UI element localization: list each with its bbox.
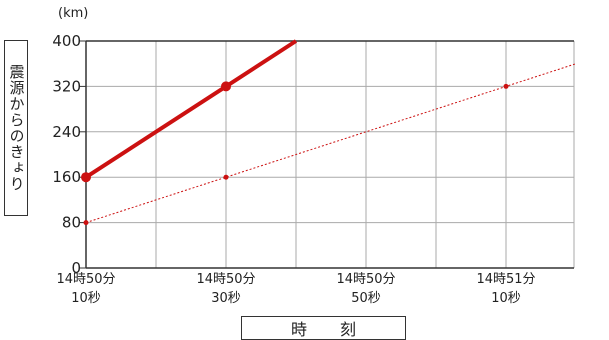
x-tick-label: 50秒 — [351, 291, 381, 306]
y-axis-label-box: 震源からのきょり — [4, 40, 28, 216]
x-tick-label: 14時50分 — [56, 272, 115, 287]
grid — [86, 40, 575, 268]
data-point-solid — [81, 172, 91, 183]
data-point-dotted — [503, 83, 509, 89]
y-tick-label: 320 — [52, 77, 81, 95]
y-axis-label: 震源からのきょり — [7, 64, 26, 192]
series-line-dotted — [85, 63, 577, 224]
x-tick-label: 14時50分 — [196, 272, 255, 287]
x-tick-label: 14時51分 — [476, 272, 535, 287]
x-axis-label: 時 刻 — [290, 320, 371, 339]
x-tick-label: 30秒 — [211, 291, 241, 306]
y-tick-label: 400 — [52, 32, 81, 50]
y-unit-label: (km) — [58, 6, 89, 21]
x-tick-label: 10秒 — [71, 291, 101, 306]
y-tick-label: 240 — [52, 123, 81, 141]
axis-ticks: 0 80 160 240 320 400 14時50分 10秒 14時50分 30秒 14時50分 5… — [52, 32, 574, 306]
y-tick-label: 0 — [71, 259, 81, 277]
x-tick-label: 14時50分 — [336, 272, 395, 287]
data-point-dotted — [223, 174, 229, 180]
x-tick-label: 10秒 — [491, 291, 521, 306]
series-line-solid — [84, 39, 298, 179]
data-point-dotted — [83, 220, 89, 226]
series-layer — [81, 39, 577, 226]
x-axis-label-box: 時 刻 — [241, 316, 406, 340]
y-tick-label: 80 — [62, 214, 81, 232]
data-point-solid — [221, 81, 231, 92]
y-tick-label: 160 — [52, 168, 81, 186]
